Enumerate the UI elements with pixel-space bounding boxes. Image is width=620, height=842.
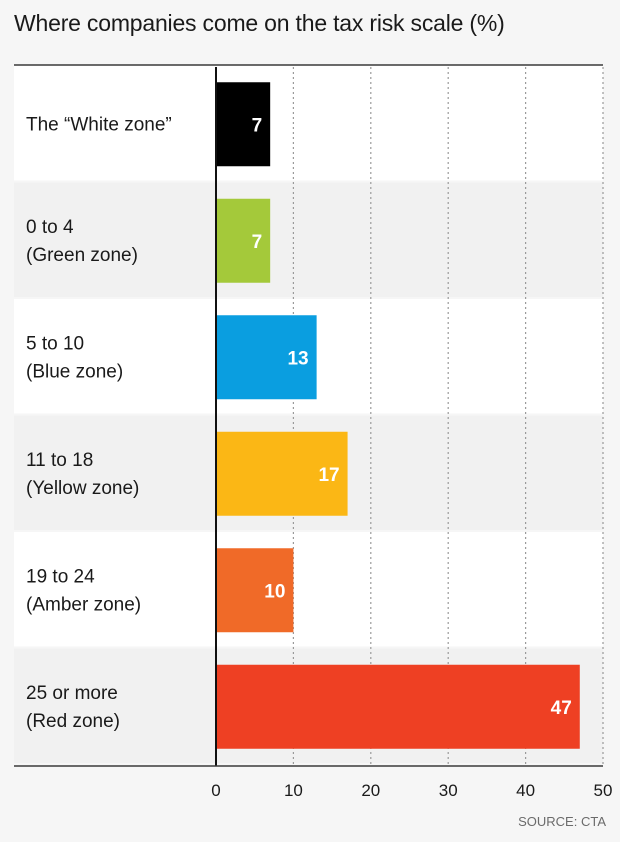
bar xyxy=(216,198,271,283)
x-tick-label: 10 xyxy=(284,781,303,800)
category-label: (Yellow zone) xyxy=(26,478,139,499)
row-band xyxy=(14,182,603,297)
x-tick-label: 40 xyxy=(516,781,535,800)
data-label: 13 xyxy=(287,348,308,369)
category-label: (Amber zone) xyxy=(26,594,141,615)
x-tick-label: 20 xyxy=(361,781,380,800)
category-label: 5 to 10 xyxy=(26,333,84,354)
row-band xyxy=(14,65,603,181)
bar xyxy=(216,431,348,516)
category-label: 0 to 4 xyxy=(26,217,74,238)
data-label: 7 xyxy=(252,115,263,136)
source-note: SOURCE: CTA xyxy=(518,814,606,829)
row-band xyxy=(14,532,603,647)
category-label: (Green zone) xyxy=(26,245,138,266)
category-label: The “White zone” xyxy=(26,114,172,135)
category-label: 19 to 24 xyxy=(26,566,95,587)
bar xyxy=(216,82,271,167)
data-label: 10 xyxy=(264,581,285,602)
data-label: 17 xyxy=(318,465,339,486)
chart-title: Where companies come on the tax risk sca… xyxy=(14,10,505,36)
category-label: 11 to 18 xyxy=(26,450,93,471)
category-label: 25 or more xyxy=(26,683,118,704)
x-tick-label: 0 xyxy=(211,781,220,800)
category-label: (Blue zone) xyxy=(26,361,123,382)
bar xyxy=(216,664,580,749)
data-label: 47 xyxy=(551,698,572,719)
x-tick-label: 50 xyxy=(594,781,613,800)
bar xyxy=(216,548,294,633)
data-label: 7 xyxy=(252,232,263,253)
category-label: (Red zone) xyxy=(26,711,120,732)
x-tick-label: 30 xyxy=(439,781,458,800)
bar xyxy=(216,315,317,400)
